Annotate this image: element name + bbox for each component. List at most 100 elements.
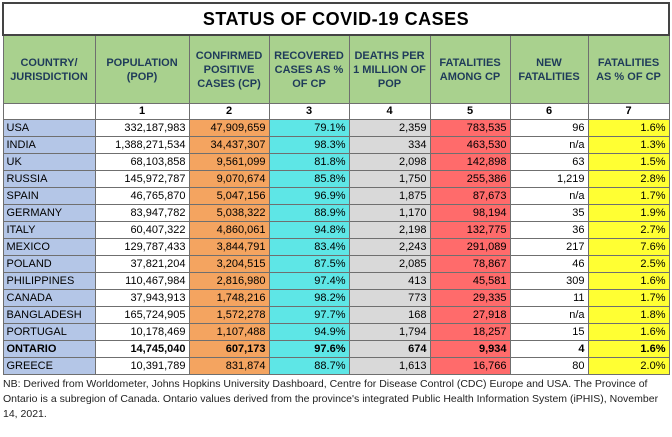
recovered-pct-cell: 94.8% [268,221,350,239]
population-cell: 37,821,204 [94,255,190,273]
fatality-pct-cell: 1.6% [587,119,670,137]
fatality-pct-cell: 7.6% [587,238,670,256]
country-cell: RUSSIA [2,170,96,188]
fatalities-cell: 9,934 [429,340,511,358]
country-cell: POLAND [2,255,96,273]
new-fatalities-cell: 96 [509,119,589,137]
table-row: CANADA 37,943,913 1,748,216 98.2% 773 29,335 1… [2,289,670,307]
fatalities-cell: 27,918 [429,306,511,324]
deaths-per-million-cell: 2,085 [348,255,431,273]
recovered-pct-cell: 85.8% [268,170,350,188]
column-number [2,103,96,120]
confirmed-cases-cell: 47,909,659 [188,119,270,137]
fatalities-cell: 87,673 [429,187,511,205]
recovered-pct-cell: 87.5% [268,255,350,273]
fatality-pct-cell: 2.0% [587,357,670,375]
recovered-pct-cell: 97.7% [268,306,350,324]
column-number: 5 [429,103,511,120]
recovered-pct-cell: 83.4% [268,238,350,256]
deaths-per-million-cell: 1,613 [348,357,431,375]
table-title: STATUS OF COVID-19 CASES [2,2,670,36]
fatality-pct-cell: 1.6% [587,340,670,358]
fatality-pct-cell: 1.6% [587,323,670,341]
recovered-pct-cell: 94.9% [268,323,350,341]
new-fatalities-cell: 36 [509,221,589,239]
new-fatalities-cell: 15 [509,323,589,341]
confirmed-cases-cell: 1,572,278 [188,306,270,324]
population-cell: 129,787,433 [94,238,190,256]
column-header: FATALITIES AS % OF CP [587,34,670,104]
confirmed-cases-cell: 9,070,674 [188,170,270,188]
deaths-per-million-cell: 2,359 [348,119,431,137]
new-fatalities-cell: 217 [509,238,589,256]
fatalities-cell: 29,335 [429,289,511,307]
fatality-pct-cell: 1.7% [587,289,670,307]
fatality-pct-cell: 1.6% [587,272,670,290]
deaths-per-million-cell: 2,198 [348,221,431,239]
deaths-per-million-cell: 2,098 [348,153,431,171]
country-cell: ITALY [2,221,96,239]
population-cell: 60,407,322 [94,221,190,239]
fatality-pct-cell: 2.7% [587,221,670,239]
fatalities-cell: 291,089 [429,238,511,256]
column-number: 1 [94,103,190,120]
recovered-pct-cell: 88.9% [268,204,350,222]
country-cell: PHILIPPINES [2,272,96,290]
new-fatalities-cell: 11 [509,289,589,307]
column-header: FATALITIES AMONG CP [429,34,511,104]
new-fatalities-cell: 46 [509,255,589,273]
country-cell: PORTUGAL [2,323,96,341]
recovered-pct-cell: 88.7% [268,357,350,375]
country-cell: CANADA [2,289,96,307]
population-cell: 68,103,858 [94,153,190,171]
population-cell: 83,947,782 [94,204,190,222]
fatality-pct-cell: 1.9% [587,204,670,222]
country-cell: USA [2,119,96,137]
fatalities-cell: 132,775 [429,221,511,239]
confirmed-cases-cell: 2,816,980 [188,272,270,290]
new-fatalities-cell: n/a [509,187,589,205]
deaths-per-million-cell: 674 [348,340,431,358]
column-number: 7 [587,103,670,120]
fatality-pct-cell: 1.3% [587,136,670,154]
fatalities-cell: 463,530 [429,136,511,154]
table-row: RUSSIA 145,972,787 9,070,674 85.8% 1,750 255,… [2,170,670,188]
column-number: 3 [268,103,350,120]
confirmed-cases-cell: 607,173 [188,340,270,358]
deaths-per-million-cell: 413 [348,272,431,290]
table-row: PORTUGAL 10,178,469 1,107,488 94.9% 1,794 18,… [2,323,670,341]
deaths-per-million-cell: 1,750 [348,170,431,188]
table-row: UK 68,103,858 9,561,099 81.8% 2,098 142,898 63… [2,153,670,171]
footnote: NB: Derived from Worldometer, Johns Hopk… [3,378,659,420]
header-row: COUNTRY/ JURISDICTION POPULATION (POP) CON… [2,34,670,104]
population-cell: 10,391,789 [94,357,190,375]
column-number: 4 [348,103,431,120]
deaths-per-million-cell: 1,170 [348,204,431,222]
column-header: DEATHS PER 1 MILLION OF POP [348,34,431,104]
fatalities-cell: 78,867 [429,255,511,273]
fatality-pct-cell: 1.7% [587,187,670,205]
table-row: INDIA 1,388,271,534 34,437,307 98.3% 334 463,… [2,136,670,154]
new-fatalities-cell: n/a [509,136,589,154]
confirmed-cases-cell: 9,561,099 [188,153,270,171]
column-number: 2 [188,103,270,120]
country-cell: BANGLADESH [2,306,96,324]
fatalities-cell: 255,386 [429,170,511,188]
recovered-pct-cell: 97.6% [268,340,350,358]
covid-status-table-container: STATUS OF COVID-19 CASES COUNTRY/ JURISD… [2,2,670,422]
population-cell: 10,178,469 [94,323,190,341]
fatality-pct-cell: 1.8% [587,306,670,324]
table-row: ONTARIO 14,745,040 607,173 97.6% 674 9,934 4 1.… [2,340,670,358]
country-cell: SPAIN [2,187,96,205]
column-header: RECOVERED CASES AS % OF CP [268,34,350,104]
population-cell: 165,724,905 [94,306,190,324]
fatalities-cell: 783,535 [429,119,511,137]
confirmed-cases-cell: 3,844,791 [188,238,270,256]
deaths-per-million-cell: 1,794 [348,323,431,341]
table-row: POLAND 37,821,204 3,204,515 87.5% 2,085 78,86… [2,255,670,273]
table-row: GREECE 10,391,789 831,874 88.7% 1,613 16,766 8… [2,357,670,375]
table-body: USA 332,187,983 47,909,659 79.1% 2,359 783,53… [2,119,670,375]
new-fatalities-cell: 80 [509,357,589,375]
deaths-per-million-cell: 2,243 [348,238,431,256]
column-header: CONFIRMED POSITIVE CASES (CP) [188,34,270,104]
